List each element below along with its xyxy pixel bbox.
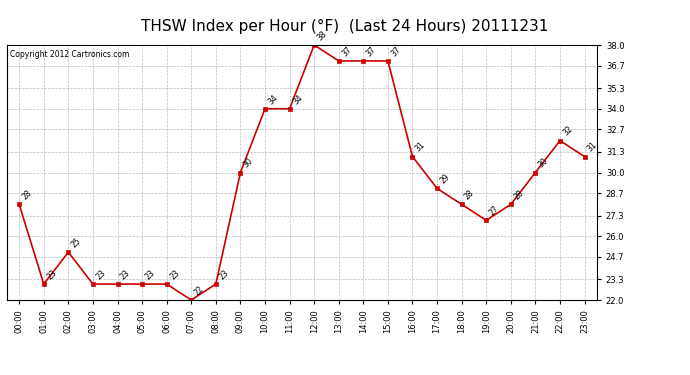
Text: THSW Index per Hour (°F)  (Last 24 Hours) 20111231: THSW Index per Hour (°F) (Last 24 Hours)…	[141, 19, 549, 34]
Text: 23: 23	[144, 268, 157, 281]
Text: 23: 23	[45, 268, 59, 281]
Text: 37: 37	[365, 45, 378, 58]
Text: 28: 28	[21, 189, 34, 202]
Text: 23: 23	[168, 268, 181, 281]
Text: 22: 22	[193, 284, 206, 297]
Text: 27: 27	[488, 204, 501, 218]
Text: 28: 28	[512, 189, 525, 202]
Text: 34: 34	[266, 93, 279, 106]
Text: 32: 32	[562, 124, 575, 138]
Text: 37: 37	[389, 45, 402, 58]
Text: 31: 31	[414, 141, 427, 154]
Text: 23: 23	[95, 268, 108, 281]
Text: 31: 31	[586, 141, 599, 154]
Text: Copyright 2012 Cartronics.com: Copyright 2012 Cartronics.com	[10, 50, 129, 59]
Text: 37: 37	[340, 45, 353, 58]
Text: 25: 25	[70, 236, 83, 249]
Text: 23: 23	[119, 268, 132, 281]
Text: 28: 28	[463, 189, 476, 202]
Text: 30: 30	[241, 156, 255, 170]
Text: 34: 34	[291, 93, 304, 106]
Text: 38: 38	[315, 29, 328, 42]
Text: 29: 29	[438, 172, 452, 186]
Text: 23: 23	[217, 268, 230, 281]
Text: 30: 30	[537, 156, 550, 170]
